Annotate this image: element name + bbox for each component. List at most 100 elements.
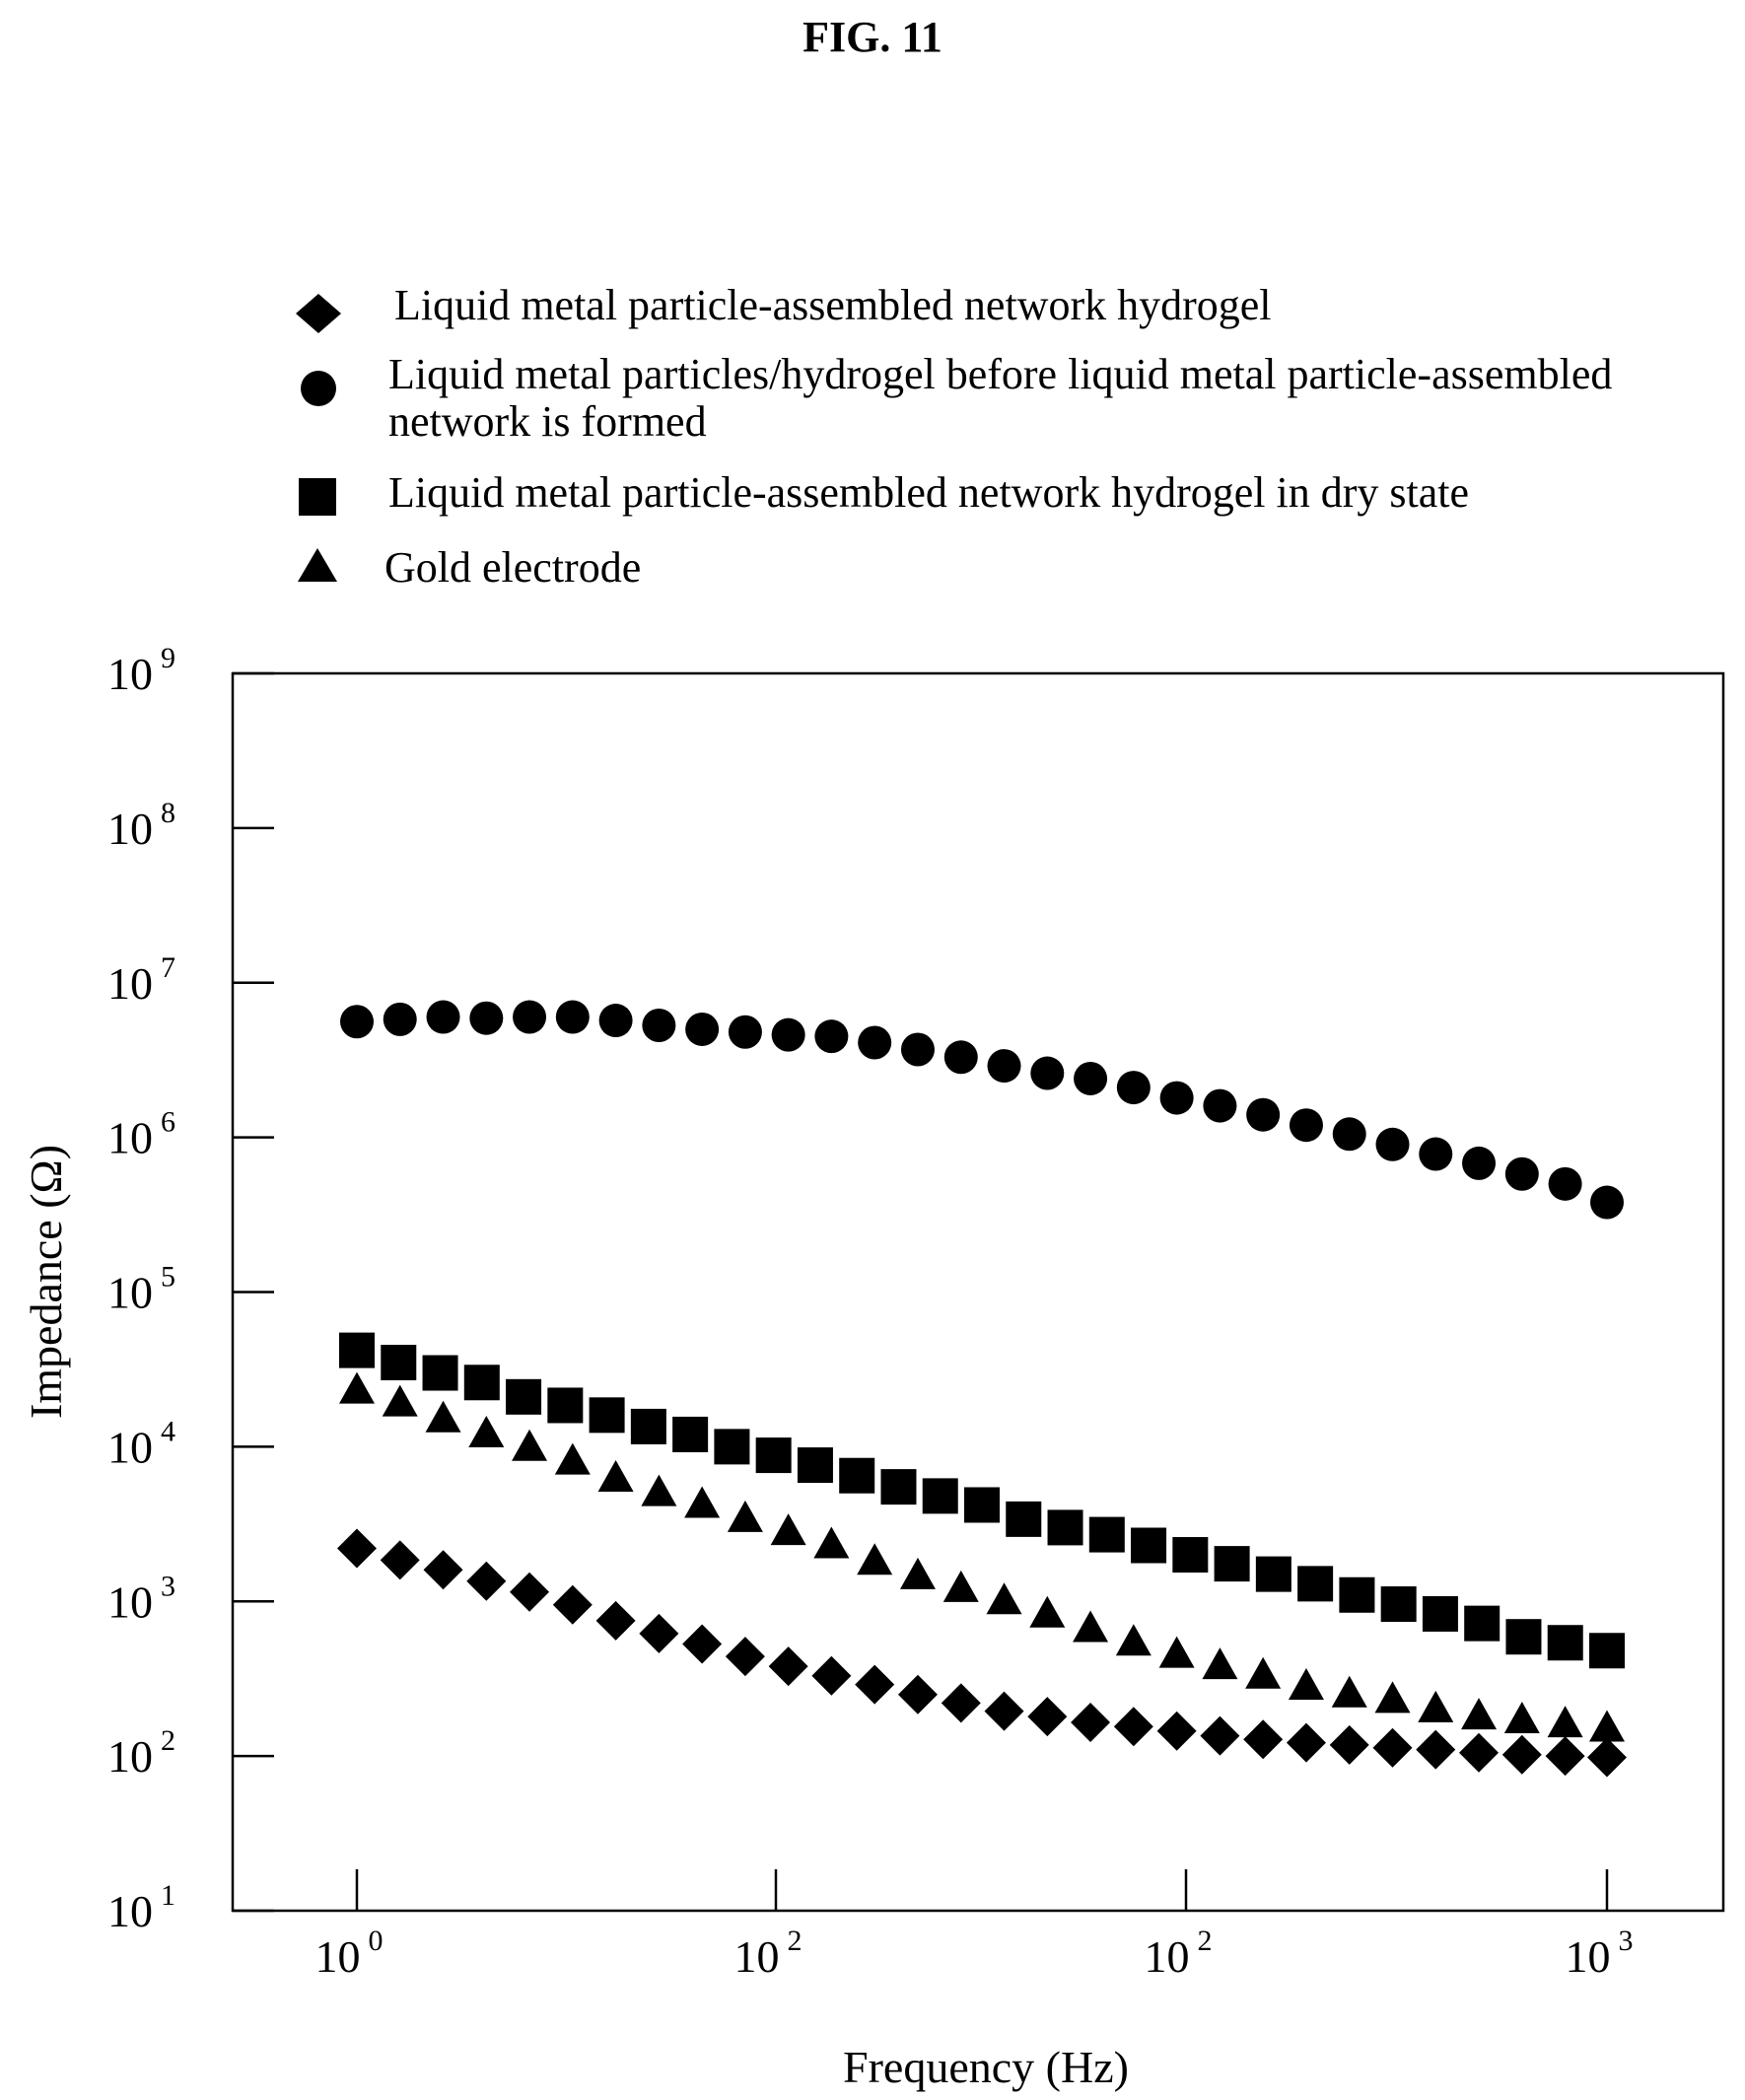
square-point — [506, 1378, 542, 1415]
square-point — [1380, 1586, 1417, 1623]
circle-point — [1203, 1088, 1237, 1123]
square-point — [1339, 1576, 1375, 1613]
circle-point — [1159, 1081, 1194, 1115]
square-point — [1297, 1566, 1334, 1602]
legend-label-dry-state: Liquid metal particle-assembled network … — [388, 468, 1470, 517]
triangle-point — [1503, 1701, 1540, 1733]
square-point — [630, 1408, 666, 1444]
diamond-point — [1243, 1719, 1284, 1760]
triangle-point — [986, 1582, 1022, 1615]
circle-point — [1289, 1108, 1323, 1143]
square-point — [964, 1487, 1000, 1523]
diamond-point — [1416, 1729, 1456, 1770]
triangle-point — [1589, 1710, 1625, 1742]
triangle-point — [899, 1557, 936, 1589]
legend-label-before-network: Liquid metal particles/hydrogel before l… — [388, 350, 1613, 446]
circle-point — [1332, 1117, 1366, 1152]
square-marker-icon — [299, 478, 336, 516]
y-tick-label: 10 2 — [107, 1724, 175, 1782]
circle-point — [426, 1000, 460, 1034]
diamond-point — [1372, 1727, 1413, 1768]
diamond-point — [984, 1691, 1024, 1731]
triangle-point — [770, 1513, 806, 1546]
circle-marker-icon — [301, 371, 336, 406]
circle-point — [900, 1032, 935, 1067]
square-point — [1589, 1633, 1625, 1669]
triangle-point — [468, 1415, 505, 1447]
triangle-point — [1202, 1647, 1238, 1680]
y-tick-label: 10 6 — [107, 1106, 175, 1163]
triangle-point — [1418, 1690, 1454, 1722]
diamond-point — [1156, 1711, 1197, 1751]
circle-point — [513, 1000, 547, 1034]
y-axis-label: Impedance (Ω) — [21, 1145, 71, 1419]
triangle-marker-icon — [298, 548, 337, 582]
square-point — [1547, 1625, 1583, 1661]
circle-point — [642, 1009, 676, 1043]
triangle-point — [1158, 1636, 1195, 1668]
triangle-point — [425, 1400, 461, 1433]
circle-point — [598, 1004, 633, 1038]
triangle-point — [857, 1543, 893, 1575]
diamond-point — [1587, 1737, 1627, 1778]
diamond-point — [768, 1646, 808, 1687]
triangle-point — [684, 1486, 721, 1518]
square-point — [755, 1437, 792, 1474]
y-tick-label: 10 4 — [107, 1415, 175, 1472]
circle-point — [1419, 1137, 1453, 1171]
square-point — [1047, 1509, 1083, 1546]
x-tick-label: 10 3 — [1566, 1925, 1634, 1982]
figure-title: FIG. 11 — [803, 13, 942, 61]
triangle-point — [1461, 1698, 1498, 1730]
diamond-point — [639, 1613, 679, 1653]
diamond-point — [682, 1624, 723, 1664]
circle-point — [469, 1001, 504, 1035]
circle-point — [1074, 1061, 1108, 1095]
circle-point — [1548, 1166, 1582, 1201]
triangle-point — [597, 1459, 634, 1492]
diamond-point — [1113, 1707, 1153, 1747]
circle-point — [1375, 1127, 1410, 1161]
diamond-point — [897, 1674, 938, 1715]
diamond-marker-icon — [296, 294, 341, 333]
square-point — [589, 1397, 625, 1434]
triangle-point — [1115, 1624, 1152, 1656]
square-point — [1255, 1556, 1291, 1592]
circle-point — [1504, 1156, 1539, 1191]
circle-point — [858, 1025, 892, 1060]
triangle-point — [1029, 1595, 1066, 1628]
triangle-point — [942, 1570, 979, 1602]
x-tick-label: 10 2 — [734, 1925, 803, 1982]
square-point — [1088, 1516, 1125, 1553]
square-point — [922, 1478, 958, 1514]
x-tick-label: 10 2 — [1145, 1925, 1213, 1982]
diamond-point — [1027, 1697, 1068, 1737]
circle-point — [340, 1005, 374, 1039]
series-triangle-points — [339, 1371, 1625, 1742]
circle-point — [771, 1017, 805, 1052]
y-tick-label: 10 5 — [107, 1261, 175, 1318]
square-point — [1464, 1605, 1501, 1642]
diamond-point — [380, 1540, 420, 1580]
diamond-point — [1501, 1734, 1542, 1775]
square-point — [672, 1416, 709, 1452]
triangle-point — [1073, 1610, 1109, 1643]
circle-point — [728, 1015, 762, 1049]
series-circle-points — [340, 1000, 1624, 1220]
square-point — [880, 1469, 917, 1505]
square-point — [714, 1429, 750, 1465]
square-point — [1172, 1537, 1209, 1574]
diamond-point — [510, 1572, 550, 1612]
triangle-point — [1547, 1706, 1583, 1738]
square-point — [1422, 1595, 1458, 1632]
square-point — [463, 1365, 500, 1401]
data-series — [337, 1000, 1627, 1778]
series-square-points — [339, 1332, 1625, 1669]
diamond-point — [552, 1584, 593, 1625]
square-point — [1214, 1546, 1250, 1582]
legend-label-gold-electrode: Gold electrode — [384, 543, 642, 592]
triangle-point — [382, 1384, 418, 1417]
square-point — [1505, 1619, 1542, 1655]
